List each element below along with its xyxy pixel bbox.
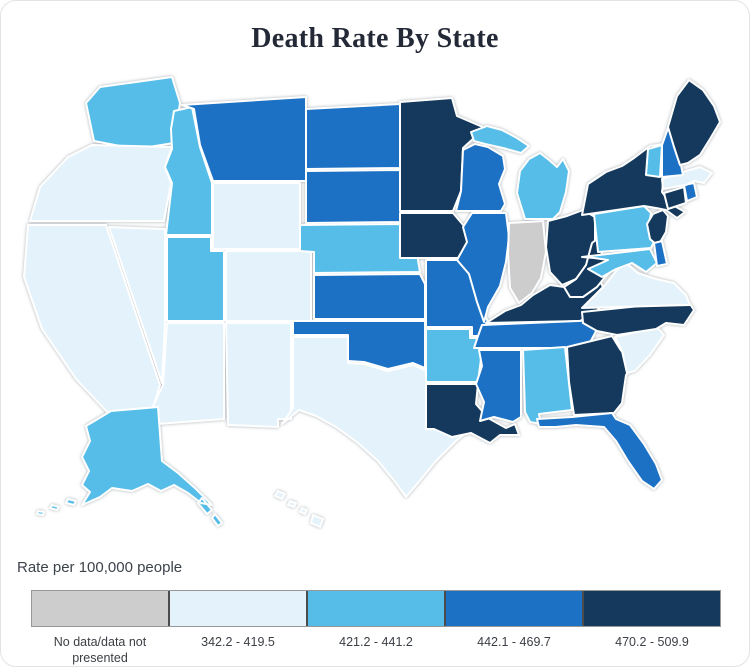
state-louisiana	[425, 383, 520, 444]
state-new-jersey	[646, 209, 669, 247]
state-montana	[181, 96, 307, 182]
state-texas	[281, 336, 469, 498]
state-minnesota	[399, 97, 486, 212]
us-choropleth-map	[23, 76, 721, 528]
state-virginia	[581, 260, 691, 309]
legend-label-bin-1: 342.2 - 419.5	[201, 635, 275, 649]
legend-title: Rate per 100,000 people	[17, 559, 183, 576]
state-nevada	[108, 226, 166, 384]
legend-label-bin-2: 421.2 - 441.2	[339, 635, 413, 649]
state-michigan	[470, 125, 570, 220]
state-hawaii	[274, 490, 324, 528]
legend-swatch-bin-1	[168, 591, 306, 626]
state-maine	[667, 79, 721, 166]
legend-label-bin-4: 470.2 - 509.9	[615, 635, 689, 649]
state-north-carolina	[581, 300, 695, 336]
page-title: Death Rate By State	[251, 23, 499, 54]
legend-bin-labels: No data/data not presented 342.2 - 419.5…	[31, 634, 721, 666]
legend-swatch-no-data	[32, 591, 168, 626]
state-new-mexico	[225, 322, 292, 428]
state-south-dakota	[305, 169, 407, 224]
state-alaska	[36, 406, 223, 527]
state-iowa	[399, 212, 469, 259]
state-wisconsin	[455, 143, 506, 212]
state-florida	[536, 412, 663, 490]
state-massachusetts	[661, 166, 713, 190]
state-colorado	[225, 250, 312, 322]
state-washington	[85, 76, 181, 150]
state-north-dakota	[305, 103, 401, 170]
state-delaware	[653, 240, 668, 267]
state-alabama	[522, 346, 573, 425]
state-wyoming	[212, 182, 301, 250]
state-kansas	[313, 273, 426, 320]
legend-swatch-bin-3	[444, 591, 582, 626]
state-georgia	[566, 335, 635, 416]
state-connecticut	[663, 186, 687, 210]
state-mississippi	[475, 349, 522, 423]
state-indiana	[507, 220, 547, 304]
legend-color-bar	[31, 590, 721, 627]
legend-swatch-bin-2	[306, 591, 444, 626]
legend-label-bin-3: 442.1 - 469.7	[477, 635, 551, 649]
state-maryland	[581, 248, 658, 278]
state-oregon	[29, 144, 173, 222]
legend-swatch-bin-4	[582, 591, 720, 626]
state-vermont	[645, 144, 663, 178]
legend-label-no-data: No data/data not presented	[53, 635, 147, 666]
state-utah	[166, 236, 225, 322]
state-arizona	[143, 322, 225, 426]
